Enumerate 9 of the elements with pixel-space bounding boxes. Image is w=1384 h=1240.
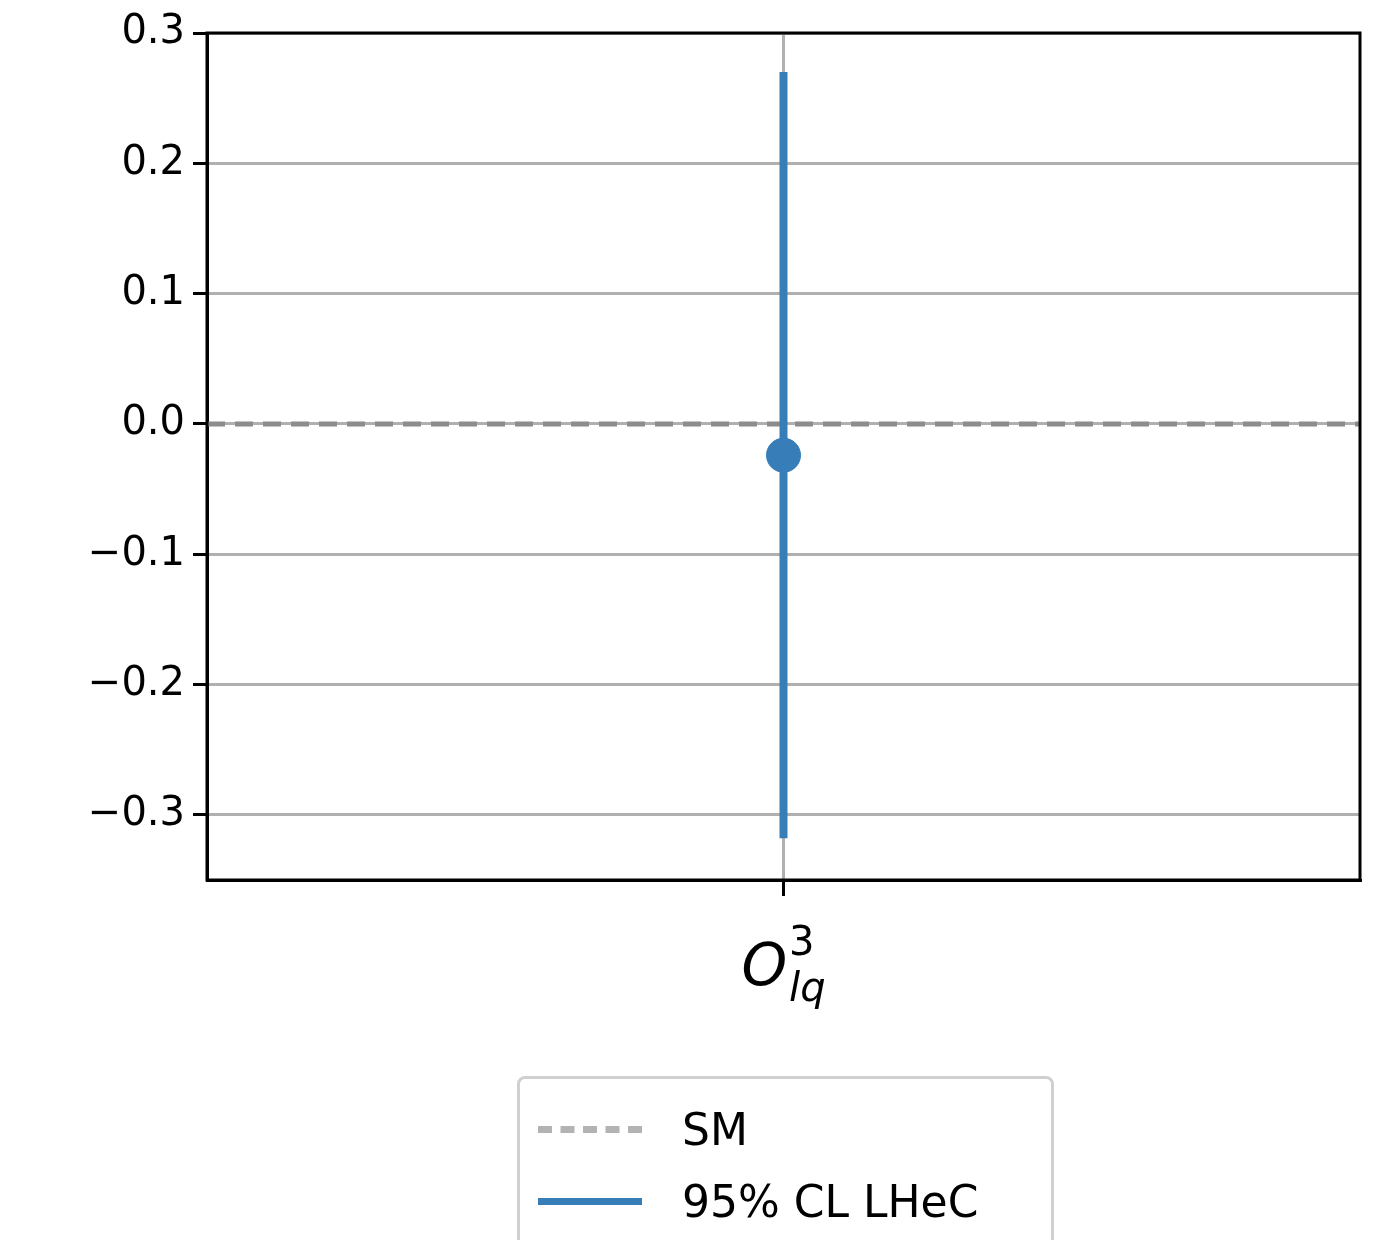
y-tick-label: −0.1: [87, 527, 185, 574]
y-tick-label: 0.2: [121, 136, 185, 183]
legend-label: 95% CL LHeC: [682, 1175, 979, 1227]
y-tick-label: −0.3: [87, 788, 185, 835]
y-tick-label: 0.1: [121, 267, 185, 314]
y-tick-label: 0.0: [121, 397, 185, 444]
y-tick-label: 0.3: [121, 6, 185, 53]
y-tick-label: −0.2: [87, 657, 185, 704]
legend-label: SM: [682, 1103, 748, 1155]
